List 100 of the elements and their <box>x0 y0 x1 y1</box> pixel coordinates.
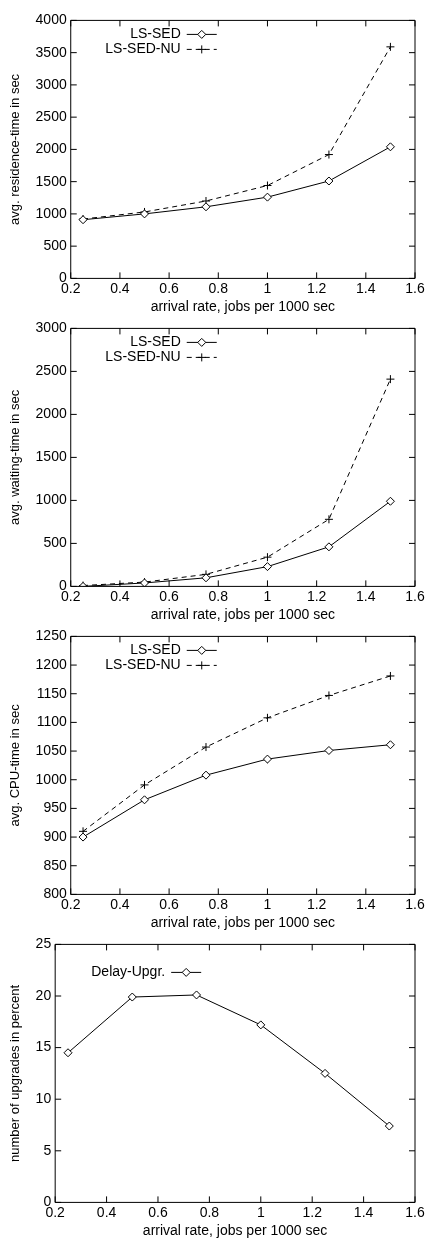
point <box>262 552 272 562</box>
point <box>324 745 334 755</box>
y-tick-label: 1200 <box>35 655 67 672</box>
y-tick-label: 850 <box>43 856 67 873</box>
point <box>324 150 334 160</box>
x-tick-label: 0.6 <box>159 587 180 604</box>
x-tick-label: 1.2 <box>302 1203 323 1220</box>
x-axis-title: arrival rate, jobs per 1000 sec <box>150 606 336 623</box>
point <box>256 1020 266 1030</box>
y-tick-label: 15 <box>35 1038 52 1055</box>
point <box>63 1048 73 1058</box>
point <box>385 42 395 52</box>
y-tick-label: 1050 <box>35 741 67 758</box>
x-tick-label: 1 <box>263 279 272 296</box>
point <box>78 832 88 842</box>
point <box>192 990 202 1000</box>
point <box>324 514 334 524</box>
point <box>262 181 272 191</box>
y-tick-label: 900 <box>43 827 67 844</box>
point <box>385 740 395 750</box>
x-axis-title: arrival rate, jobs per 1000 sec <box>142 1222 328 1239</box>
y-tick-label: 25 <box>35 935 52 952</box>
point <box>140 795 150 805</box>
x-tick-label: 1.4 <box>353 1203 374 1220</box>
x-axis-title: arrival rate, jobs per 1000 sec <box>150 298 336 315</box>
y-tick-label: 1000 <box>35 491 67 508</box>
y-tick-label: 2000 <box>35 140 67 157</box>
x-tick-label: 1.2 <box>306 587 327 604</box>
x-tick-label: 0.4 <box>110 895 130 912</box>
y-tick-label: 3000 <box>35 75 67 92</box>
x-tick-label: 1 <box>256 1203 265 1220</box>
x-tick-label: 1.6 <box>405 895 425 912</box>
y-tick-label: 500 <box>43 237 67 254</box>
y-tick-label: 2500 <box>35 362 67 379</box>
point <box>201 770 211 780</box>
x-tick-label: 0.4 <box>110 279 130 296</box>
point <box>324 542 334 552</box>
legend-label: LS-SED <box>130 333 181 350</box>
y-tick-label: 4000 <box>35 11 67 28</box>
point <box>385 374 395 384</box>
y-tick-label: 3500 <box>35 43 67 60</box>
legend-label: Delay-Upgr. <box>91 963 166 980</box>
y-tick-label: 3000 <box>35 319 67 336</box>
point <box>262 562 272 572</box>
y-tick-label: 10 <box>35 1090 52 1107</box>
point <box>201 573 211 583</box>
x-tick-label: 1.4 <box>356 279 376 296</box>
x-tick-label: 0.6 <box>159 895 180 912</box>
legend-label: LS-SED-NU <box>105 656 181 673</box>
legend-label: LS-SED <box>130 25 181 42</box>
y-tick-label: 1250 <box>35 627 67 644</box>
y-tick-label: 2500 <box>35 108 67 125</box>
point <box>201 202 211 212</box>
y-tick-label: 20 <box>35 986 52 1003</box>
point <box>140 780 150 790</box>
y-axis-title: number of upgrades in percent <box>7 984 23 1162</box>
y-tick-label: 1100 <box>36 713 67 730</box>
point <box>320 1068 330 1078</box>
x-tick-label: 1.2 <box>306 279 327 296</box>
x-tick-label: 0.8 <box>208 587 229 604</box>
point <box>127 992 137 1002</box>
point <box>201 742 211 752</box>
x-tick-label: 0.4 <box>110 587 130 604</box>
point <box>262 192 272 202</box>
x-tick-label: 0.8 <box>208 279 229 296</box>
y-tick-label: 950 <box>43 799 67 816</box>
legend-label: LS-SED <box>130 641 181 658</box>
y-tick-label: 1500 <box>35 172 67 189</box>
x-tick-label: 1.6 <box>405 587 425 604</box>
x-tick-label: 1.4 <box>356 587 376 604</box>
point <box>262 713 272 723</box>
x-tick-label: 0.8 <box>199 1203 220 1220</box>
y-axis-title: avg. CPU-time in sec <box>7 703 23 827</box>
x-axis-title: arrival rate, jobs per 1000 sec <box>150 914 336 931</box>
y-axis-title: avg. waiting-time in sec <box>7 389 23 525</box>
x-tick-label: 0.8 <box>208 895 229 912</box>
x-tick-label: 1 <box>263 587 272 604</box>
point <box>324 176 334 186</box>
x-tick-label: 1.4 <box>356 895 376 912</box>
y-tick-label: 1150 <box>36 684 67 701</box>
point <box>385 496 395 506</box>
point <box>262 754 272 764</box>
y-tick-label: 500 <box>43 534 67 551</box>
point <box>384 1121 394 1131</box>
y-axis-title: avg. residence-time in sec <box>7 73 23 225</box>
y-tick-label: 1500 <box>35 448 67 465</box>
x-tick-label: 0.6 <box>159 279 180 296</box>
x-tick-label: 0.6 <box>148 1203 168 1220</box>
y-tick-label: 5 <box>43 1141 52 1158</box>
legend-label: LS-SED-NU <box>105 348 181 365</box>
legend-label: LS-SED-NU <box>105 40 181 57</box>
x-tick-label: 0.4 <box>96 1203 117 1220</box>
y-tick-label: 1000 <box>35 204 67 221</box>
point <box>324 690 334 700</box>
x-tick-label: 1.6 <box>405 279 425 296</box>
y-tick-label: 1000 <box>35 770 67 787</box>
point <box>385 142 395 152</box>
x-tick-label: 1 <box>263 895 272 912</box>
x-tick-label: 1.6 <box>405 1203 425 1220</box>
y-tick-label: 2000 <box>35 405 67 422</box>
